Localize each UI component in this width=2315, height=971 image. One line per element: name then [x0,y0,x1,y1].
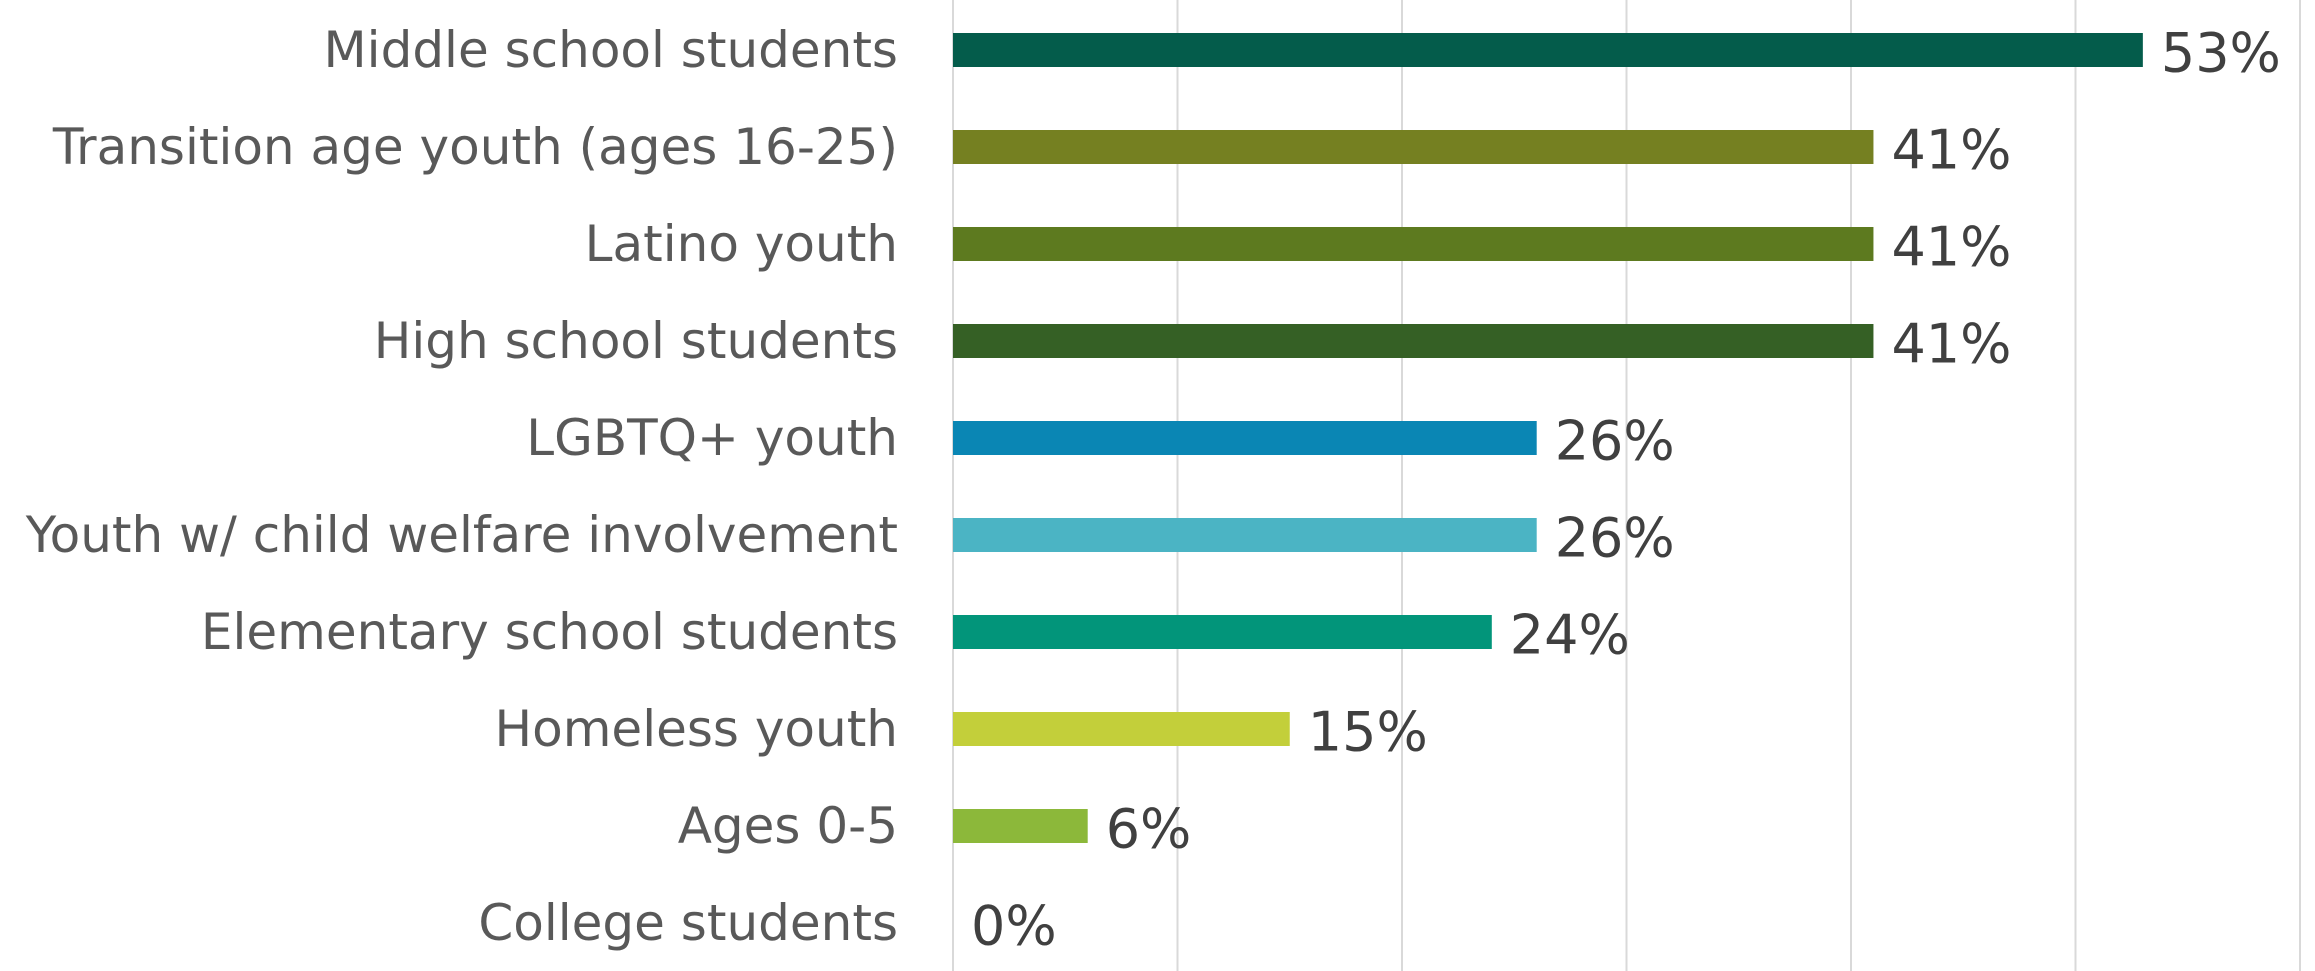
value-label: 24% [1510,604,1630,667]
value-label: 41% [1891,216,2011,279]
bar [953,324,1874,358]
category-label: Middle school students [324,21,898,79]
value-label: 41% [1891,119,2011,182]
category-label: High school students [374,312,898,370]
category-label: College students [478,894,898,952]
category-label: LGBTQ+ youth [526,409,898,467]
category-label: Transition age youth (ages 16-25) [52,118,898,176]
bar [953,809,1088,843]
category-labels: Middle school students Transition age you… [25,21,898,952]
value-label: 53% [2161,22,2281,85]
value-label: 26% [1555,507,1675,570]
value-label: 6% [1106,798,1192,861]
value-labels: 53% 41% 41% 41% 26% 26% 24% 15% 6% 0% [971,22,2281,958]
bar [953,518,1537,552]
bar [953,615,1492,649]
category-label: Youth w/ child welfare involvement [25,506,898,564]
bar [953,712,1290,746]
value-label: 41% [1891,313,2011,376]
category-label: Homeless youth [495,700,898,758]
bar [953,33,2143,67]
bar [953,227,1874,261]
category-label: Elementary school students [201,603,898,661]
category-label: Latino youth [585,215,898,273]
value-label: 26% [1555,410,1675,473]
bars [953,33,2143,843]
bar [953,130,1874,164]
value-label: 15% [1308,701,1428,764]
value-label: 0% [971,895,1057,958]
bar [953,421,1537,455]
category-label: Ages 0-5 [678,797,898,855]
